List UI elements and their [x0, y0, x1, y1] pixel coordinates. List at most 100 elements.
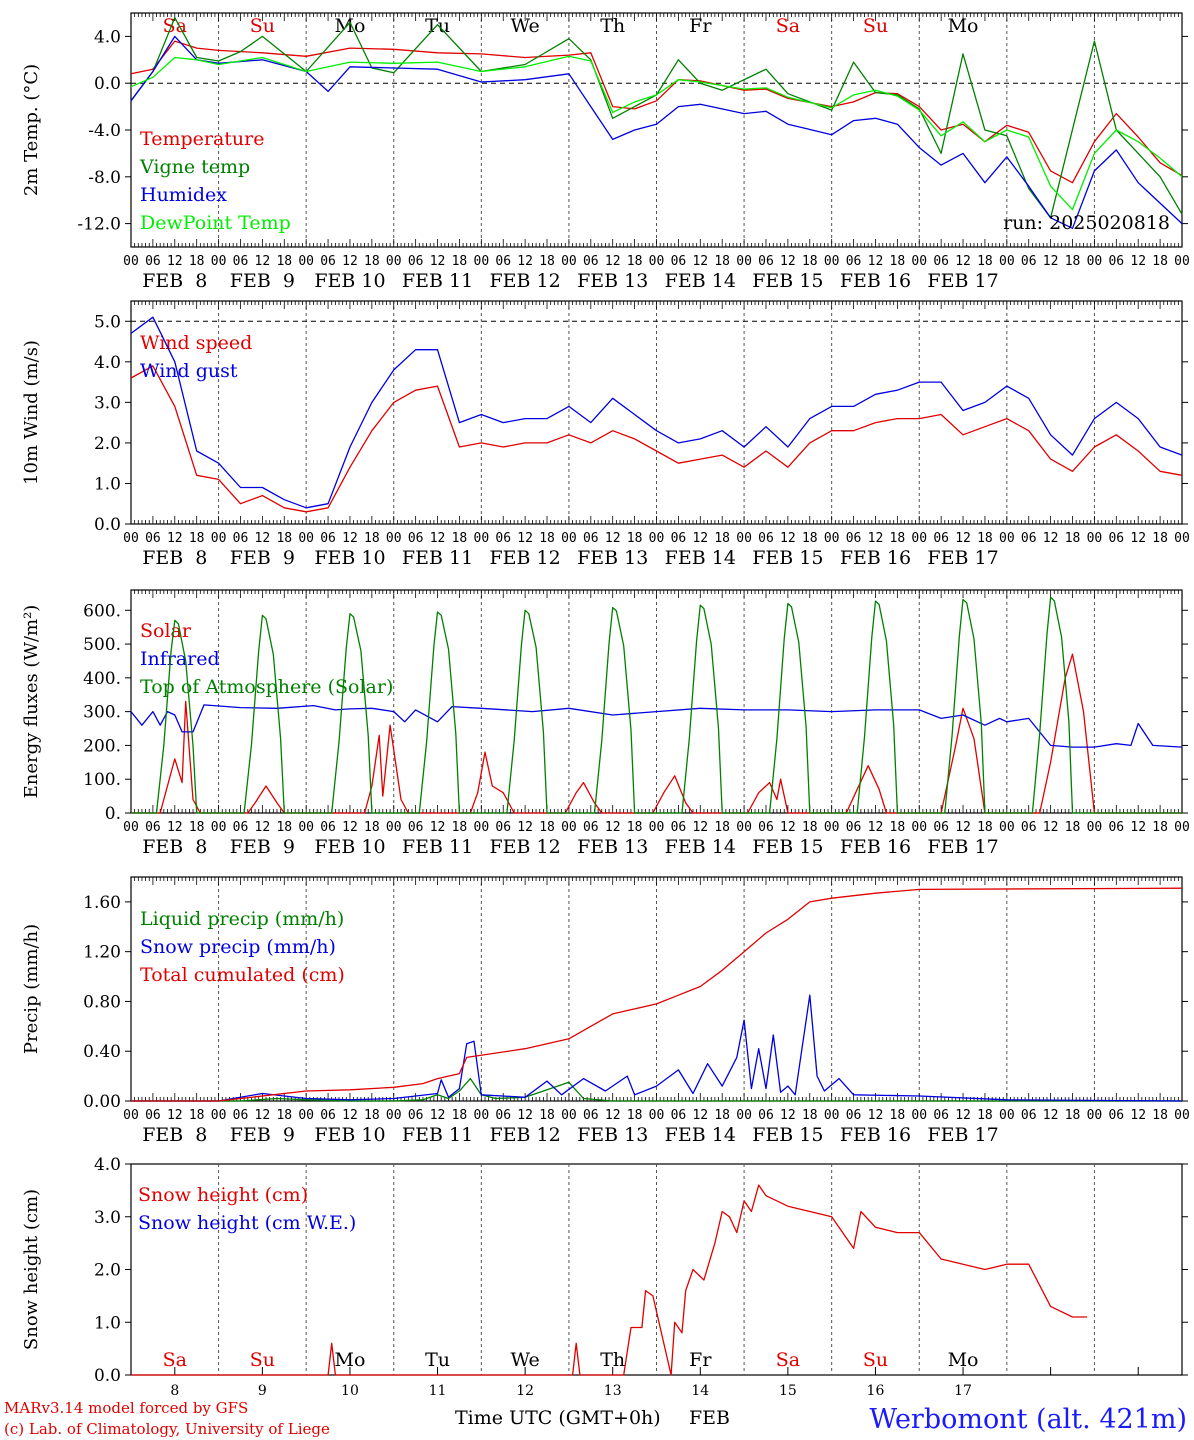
- hour-tick-label: 18: [627, 820, 643, 835]
- hour-tick-label: 12: [1130, 820, 1146, 835]
- legend-entry: Liquid precip (mm/h): [140, 908, 344, 930]
- y-tick-label: 0.00: [83, 1092, 121, 1112]
- chart-panel-1: 4.0 0.0 -4.0 -8.0 -12.0 2m Temp. (°C) 00 06 12 18…: [21, 12, 1190, 292]
- hour-tick-label: 00: [474, 254, 490, 269]
- hour-tick-label: 12: [605, 531, 621, 546]
- day-label: FEB 9: [230, 270, 295, 292]
- weekday-label: Su: [250, 1349, 275, 1371]
- day-number-label: 8: [170, 1383, 179, 1399]
- legend-entry: Wind gust: [140, 360, 238, 382]
- y-tick-label: 500.: [83, 635, 121, 655]
- hour-tick-label: 18: [539, 254, 555, 269]
- day-label: FEB 15: [752, 1124, 823, 1146]
- y-tick-label: 0.0: [94, 515, 121, 535]
- weekday-label: Sa: [163, 1349, 187, 1371]
- hour-tick-label: 18: [276, 531, 292, 546]
- hour-tick-label: 00: [649, 820, 665, 835]
- hour-tick-label: 00: [824, 1108, 840, 1123]
- hour-tick-label: 06: [495, 531, 511, 546]
- y-tick-label: 200.: [83, 736, 121, 756]
- day-label: FEB 16: [840, 836, 911, 858]
- legend-entry: Snow precip (mm/h): [140, 936, 336, 958]
- y-tick-label: 2.0: [94, 434, 121, 454]
- hour-tick-label: 00: [1087, 254, 1103, 269]
- legend-entry: Temperature: [140, 128, 264, 150]
- hour-tick-label: 06: [933, 254, 949, 269]
- hour-tick-label: 00: [561, 254, 577, 269]
- hour-tick-label: 00: [999, 820, 1015, 835]
- plot-frame: [130, 589, 1183, 814]
- day-label: FEB 17: [927, 836, 998, 858]
- hour-tick-label: 12: [517, 254, 533, 269]
- hour-tick-label: 00: [824, 531, 840, 546]
- hour-tick-label: 06: [145, 1108, 161, 1123]
- hour-tick-label: 12: [167, 820, 183, 835]
- chart-panel-2: 5.0 4.0 3.0 2.0 1.0 0.0 10m Wind (m/s) 00 06 12 18…: [21, 300, 1190, 569]
- day-number-label: 13: [604, 1383, 622, 1399]
- hour-tick-label: 12: [1043, 1108, 1059, 1123]
- day-label: FEB 8: [142, 1124, 207, 1146]
- hour-tick-label: 12: [255, 820, 271, 835]
- meteogram-panels: 4.0 0.0 -4.0 -8.0 -12.0 2m Temp. (°C) 00 06 12 18…: [21, 12, 1190, 1399]
- legend-entry: Solar: [140, 620, 192, 642]
- hour-tick-label: 12: [430, 531, 446, 546]
- hour-tick-label: 06: [758, 531, 774, 546]
- hour-tick-label: 18: [364, 820, 380, 835]
- weekday-label: Th: [600, 1349, 625, 1371]
- day-label: FEB 17: [927, 547, 998, 569]
- y-tick-label: 1.0: [94, 1313, 121, 1333]
- day-label: FEB 14: [665, 836, 736, 858]
- y-axis-label: Energy fluxes (W/m²): [21, 605, 42, 799]
- weekday-label: Sa: [776, 15, 800, 37]
- hour-tick-label: 18: [364, 1108, 380, 1123]
- hour-tick-label: 06: [1021, 1108, 1037, 1123]
- hour-tick-label: 00: [474, 1108, 490, 1123]
- hour-tick-label: 00: [386, 820, 402, 835]
- y-tick-label: 2.0: [94, 1261, 121, 1281]
- hour-tick-label: 12: [430, 1108, 446, 1123]
- hour-tick-label: 00: [386, 531, 402, 546]
- legend-entry: Snow height (cm W.E.): [138, 1212, 356, 1234]
- hour-tick-label: 06: [933, 1108, 949, 1123]
- y-tick-label: 0.0: [94, 74, 121, 94]
- hour-tick-label: 00: [298, 1108, 314, 1123]
- hour-tick-label: 18: [627, 531, 643, 546]
- hour-tick-label: 12: [430, 820, 446, 835]
- hour-tick-label: 06: [1021, 254, 1037, 269]
- hour-tick-label: 00: [1174, 254, 1190, 269]
- hour-tick-label: 12: [1043, 820, 1059, 835]
- hour-tick-label: 06: [495, 1108, 511, 1123]
- day-label: FEB 16: [840, 270, 911, 292]
- hour-tick-label: 12: [868, 254, 884, 269]
- hour-tick-label: 00: [298, 820, 314, 835]
- day-label: FEB 9: [230, 1124, 295, 1146]
- day-label: FEB 12: [490, 836, 561, 858]
- y-tick-label: 400.: [83, 669, 121, 689]
- hour-tick-label: 18: [802, 1108, 818, 1123]
- hour-tick-label: 00: [736, 254, 752, 269]
- hour-tick-label: 06: [758, 254, 774, 269]
- hour-tick-label: 18: [1152, 531, 1168, 546]
- y-axis-label: Snow height (cm): [21, 1189, 42, 1350]
- day-label: FEB 15: [752, 270, 823, 292]
- hour-tick-label: 12: [868, 820, 884, 835]
- hour-tick-label: 06: [1108, 254, 1124, 269]
- y-tick-label: 300.: [83, 703, 121, 723]
- hour-tick-label: 06: [758, 820, 774, 835]
- hour-tick-label: 12: [342, 531, 358, 546]
- hour-tick-label: 00: [211, 1108, 227, 1123]
- run-annotation: run: 2025020818: [1003, 212, 1170, 234]
- hour-tick-label: 06: [933, 531, 949, 546]
- day-number-label: 14: [691, 1383, 709, 1399]
- hour-tick-label: 12: [255, 1108, 271, 1123]
- hour-tick-label: 00: [123, 1108, 139, 1123]
- hour-tick-label: 00: [298, 254, 314, 269]
- legend-entry: Snow height (cm): [138, 1184, 308, 1206]
- station-label: Werbomont (alt. 421m): [869, 1404, 1187, 1435]
- hour-tick-label: 00: [211, 254, 227, 269]
- hour-tick-label: 18: [890, 820, 906, 835]
- hour-tick-label: 06: [1108, 531, 1124, 546]
- hour-tick-label: 12: [868, 531, 884, 546]
- hour-tick-label: 06: [145, 531, 161, 546]
